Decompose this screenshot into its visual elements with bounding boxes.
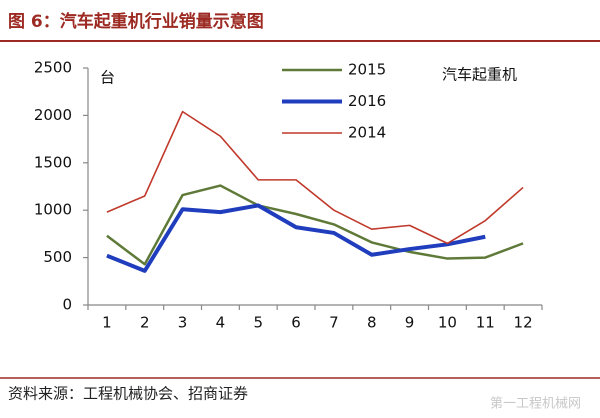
x-tick-label: 12 <box>514 314 533 332</box>
x-tick-label: 8 <box>367 314 377 332</box>
x-tick-label: 9 <box>405 314 415 332</box>
x-tick-label: 2 <box>140 314 150 332</box>
chart-title: 图 6：汽车起重机行业销量示意图 <box>8 11 264 32</box>
legend-label: 2015 <box>348 61 386 79</box>
series-line <box>106 110 524 245</box>
x-tick-label: 6 <box>291 314 301 332</box>
legend-label: 2016 <box>348 92 386 110</box>
y-tick-label: 2500 <box>34 59 72 77</box>
y-tick-label: 1500 <box>34 153 72 171</box>
y-tick-label: 0 <box>62 296 72 314</box>
x-tick-label: 7 <box>329 314 339 332</box>
y-tick-label: 1000 <box>34 201 72 219</box>
series-line <box>106 184 524 266</box>
x-tick-label: 4 <box>216 314 226 332</box>
y-tick-label: 2000 <box>34 106 72 124</box>
legend-label: 2014 <box>348 124 386 142</box>
y-axis-unit: 台 <box>100 69 115 87</box>
x-tick-label: 11 <box>476 314 495 332</box>
x-tick-label: 10 <box>438 314 457 332</box>
watermark: 第一工程机械网 <box>490 397 581 412</box>
series-line <box>106 203 486 273</box>
x-tick-label: 5 <box>253 314 263 332</box>
x-tick-label: 1 <box>102 314 112 332</box>
annotation: 汽车起重机 <box>442 66 517 84</box>
x-tick-label: 3 <box>178 314 188 332</box>
source: 资料来源：工程机械协会、招商证券 <box>8 385 248 403</box>
y-tick-label: 500 <box>43 248 72 266</box>
